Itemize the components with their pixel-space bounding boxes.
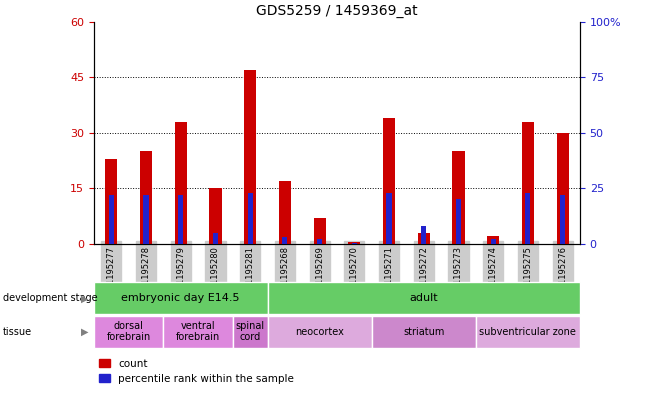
Bar bbox=[268, 282, 580, 314]
Bar bbox=[476, 316, 580, 348]
Bar bbox=[163, 316, 233, 348]
Title: GDS5259 / 1459369_at: GDS5259 / 1459369_at bbox=[256, 4, 418, 18]
Bar bbox=[178, 195, 183, 244]
Bar bbox=[279, 181, 291, 244]
Text: ventral
forebrain: ventral forebrain bbox=[176, 321, 220, 342]
Bar bbox=[213, 233, 218, 244]
Bar bbox=[348, 242, 360, 244]
Bar bbox=[94, 282, 268, 314]
Text: adult: adult bbox=[410, 293, 438, 303]
Text: tissue: tissue bbox=[3, 327, 32, 337]
Bar bbox=[487, 236, 499, 244]
Bar bbox=[522, 121, 534, 244]
Bar bbox=[452, 151, 465, 244]
Bar bbox=[372, 316, 476, 348]
Bar bbox=[386, 193, 391, 244]
Text: subventricular zone: subventricular zone bbox=[480, 327, 576, 337]
Bar bbox=[143, 195, 148, 244]
Bar bbox=[109, 195, 114, 244]
Bar bbox=[209, 188, 222, 244]
Text: ▶: ▶ bbox=[81, 327, 89, 337]
Bar bbox=[352, 242, 357, 244]
Bar bbox=[268, 316, 372, 348]
Bar bbox=[317, 239, 322, 244]
Text: spinal
cord: spinal cord bbox=[236, 321, 265, 342]
Text: neocortex: neocortex bbox=[295, 327, 344, 337]
Bar bbox=[383, 118, 395, 244]
Bar bbox=[283, 237, 288, 244]
Bar bbox=[557, 132, 569, 244]
Text: ▶: ▶ bbox=[81, 293, 89, 303]
Bar bbox=[244, 70, 256, 244]
Bar bbox=[560, 195, 565, 244]
Bar bbox=[248, 193, 253, 244]
Text: embryonic day E14.5: embryonic day E14.5 bbox=[121, 293, 240, 303]
Bar bbox=[175, 121, 187, 244]
Bar bbox=[140, 151, 152, 244]
Bar bbox=[526, 193, 531, 244]
Bar bbox=[233, 316, 268, 348]
Bar bbox=[421, 226, 426, 244]
Text: dorsal
forebrain: dorsal forebrain bbox=[106, 321, 151, 342]
Legend: count, percentile rank within the sample: count, percentile rank within the sample bbox=[99, 359, 294, 384]
Bar bbox=[456, 199, 461, 244]
Bar bbox=[491, 239, 496, 244]
Bar bbox=[418, 233, 430, 244]
Bar bbox=[314, 218, 326, 244]
Text: development stage: development stage bbox=[3, 293, 98, 303]
Text: striatum: striatum bbox=[403, 327, 445, 337]
Bar bbox=[94, 316, 163, 348]
Bar bbox=[105, 158, 117, 244]
